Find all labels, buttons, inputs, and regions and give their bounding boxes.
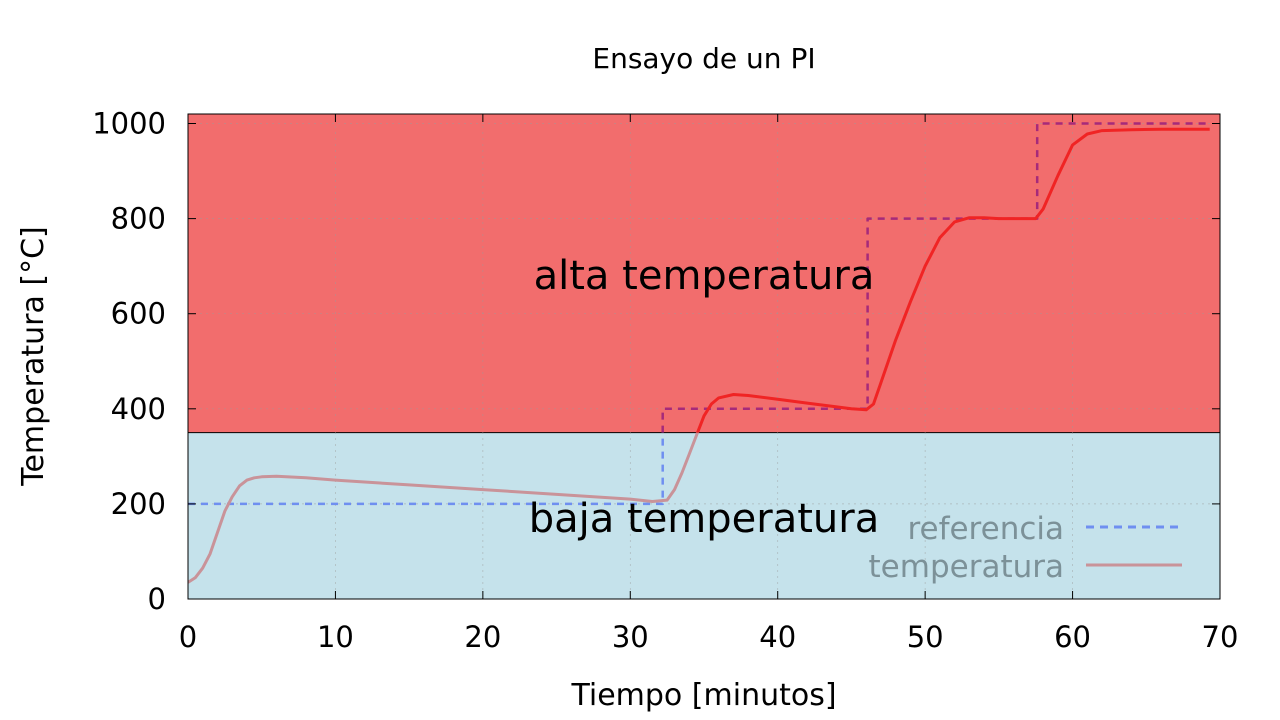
y-tick-label-2: 400 (111, 392, 166, 426)
tick-layer: 0 10 20 30 40 50 60 70 0 200 400 600 800 1000 (92, 107, 1238, 654)
x-axis-label: Tiempo [minutos] (570, 678, 836, 713)
series-layer (188, 122, 1210, 584)
y-tick-label-3: 600 (111, 297, 166, 331)
chart-title: Ensayo de un PI (592, 42, 815, 75)
region-1 (188, 432, 1220, 599)
x-tick-label-1: 10 (317, 620, 354, 654)
y-tick-label-4: 800 (111, 202, 166, 236)
y-tick-label-5: 1000 (92, 107, 166, 141)
x-tick-label-4: 40 (759, 620, 796, 654)
region-layer (188, 114, 1220, 599)
legend-label-referencia: referencia (907, 511, 1064, 547)
plot-frame (187, 113, 1221, 600)
y-axis-label: Temperatura [°C] (16, 226, 51, 487)
region-0 (188, 114, 1220, 433)
region-label-alta-temperatura: alta temperatura (534, 253, 875, 299)
series-temperatura-high (695, 127, 1210, 433)
series-temperatura-low (188, 432, 700, 584)
legend: referencia temperatura (869, 511, 1182, 585)
x-tick-label-7: 70 (1202, 620, 1239, 654)
series-referencia-high (661, 122, 1210, 433)
x-tick-label-6: 60 (1054, 620, 1091, 654)
y-tick-label-0: 0 (148, 582, 166, 616)
y-tick-label-1: 200 (111, 487, 166, 521)
legend-label-temperatura: temperatura (869, 549, 1064, 585)
region-label-baja-temperatura: baja temperatura (529, 496, 879, 542)
x-tick-label-0: 0 (179, 620, 197, 654)
x-tick-label-3: 30 (612, 620, 649, 654)
x-tick-label-2: 20 (464, 620, 501, 654)
x-tick-label-5: 50 (907, 620, 944, 654)
